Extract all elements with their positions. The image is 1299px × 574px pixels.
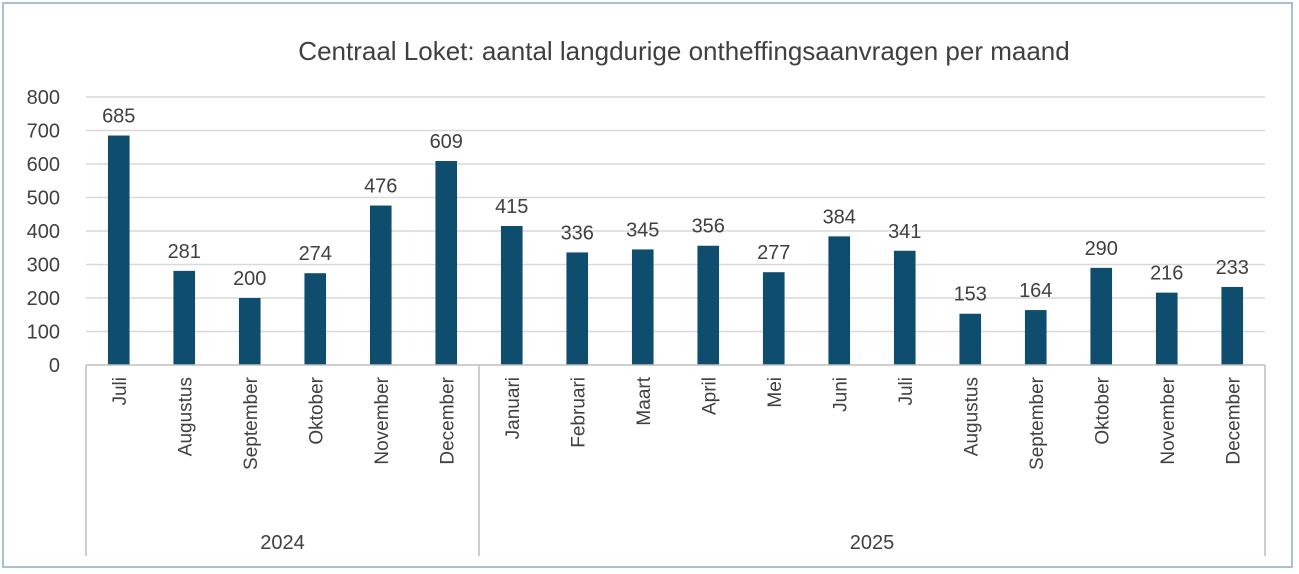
y-tick-label: 0	[49, 355, 60, 377]
y-tick-label: 600	[27, 154, 60, 176]
category-label: Maart	[634, 376, 655, 425]
group-label: 2025	[850, 532, 895, 554]
data-label: 476	[364, 176, 397, 198]
y-axis: 0 100 200 300 400 500 600 700 800	[27, 87, 60, 377]
data-label: 336	[561, 222, 594, 244]
bar	[238, 298, 261, 365]
data-label: 345	[626, 219, 659, 241]
data-label: 216	[1150, 263, 1183, 285]
category-label: Oktober	[1092, 376, 1113, 444]
x-axis: Juli Augustus September Oktober November Dece…	[85, 364, 1266, 556]
data-label: 290	[1085, 238, 1118, 260]
bar	[107, 135, 130, 365]
bar	[435, 160, 458, 365]
bar	[959, 313, 982, 365]
bar	[828, 236, 851, 365]
category-label: April	[699, 377, 720, 415]
bar	[697, 245, 720, 365]
y-tick-label: 800	[27, 87, 60, 109]
y-tick-label: 300	[27, 255, 60, 277]
bar	[762, 272, 785, 365]
category-label: December	[1223, 376, 1244, 464]
chart-title: Centraal Loket: aantal langdurige onthef…	[298, 36, 1069, 66]
category-label: Februari	[568, 377, 589, 448]
bar	[631, 249, 654, 365]
y-tick-label: 400	[27, 221, 60, 243]
data-labels: 685 281 200 274 476 609 415 336 345 356 277 384 341 1…	[102, 106, 1249, 306]
data-label: 274	[299, 243, 332, 265]
data-label: 164	[1019, 280, 1052, 302]
category-label: Juni	[830, 377, 851, 412]
category-label: Augustus	[175, 377, 196, 456]
bar	[566, 252, 589, 365]
bar	[500, 225, 523, 365]
bar	[304, 273, 327, 365]
category-label: Mei	[765, 377, 786, 408]
category-label: September	[1027, 376, 1048, 470]
category-label: December	[437, 376, 458, 464]
category-label: Juli	[110, 377, 131, 406]
y-tick-label: 100	[27, 322, 60, 344]
data-label: 384	[823, 206, 856, 228]
data-label: 609	[430, 131, 463, 153]
data-label: 277	[757, 242, 790, 264]
gridlines	[86, 96, 1265, 333]
data-label: 415	[495, 196, 528, 218]
bar	[1024, 310, 1047, 365]
data-label: 200	[233, 268, 266, 290]
category-label: November	[372, 376, 393, 464]
category-label: Oktober	[306, 376, 327, 444]
data-label: 153	[954, 284, 987, 306]
y-tick-label: 500	[27, 188, 60, 210]
data-label: 356	[692, 216, 725, 238]
bar	[1155, 292, 1178, 365]
data-label: 233	[1216, 257, 1249, 279]
bar	[173, 270, 196, 365]
group-label: 2024	[260, 532, 305, 554]
data-label: 341	[888, 221, 921, 243]
category-label: Augustus	[961, 377, 982, 456]
y-tick-label: 700	[27, 121, 60, 143]
category-label: September	[241, 376, 262, 470]
bar	[369, 205, 392, 365]
y-tick-label: 200	[27, 288, 60, 310]
category-label: Juli	[896, 377, 917, 406]
bar	[1090, 267, 1113, 365]
data-label: 685	[102, 106, 135, 128]
category-label: Januari	[503, 377, 524, 439]
bar	[1221, 286, 1244, 365]
bars	[107, 135, 1244, 365]
data-label: 281	[168, 241, 201, 263]
category-label: November	[1158, 376, 1179, 464]
bar	[893, 250, 916, 365]
